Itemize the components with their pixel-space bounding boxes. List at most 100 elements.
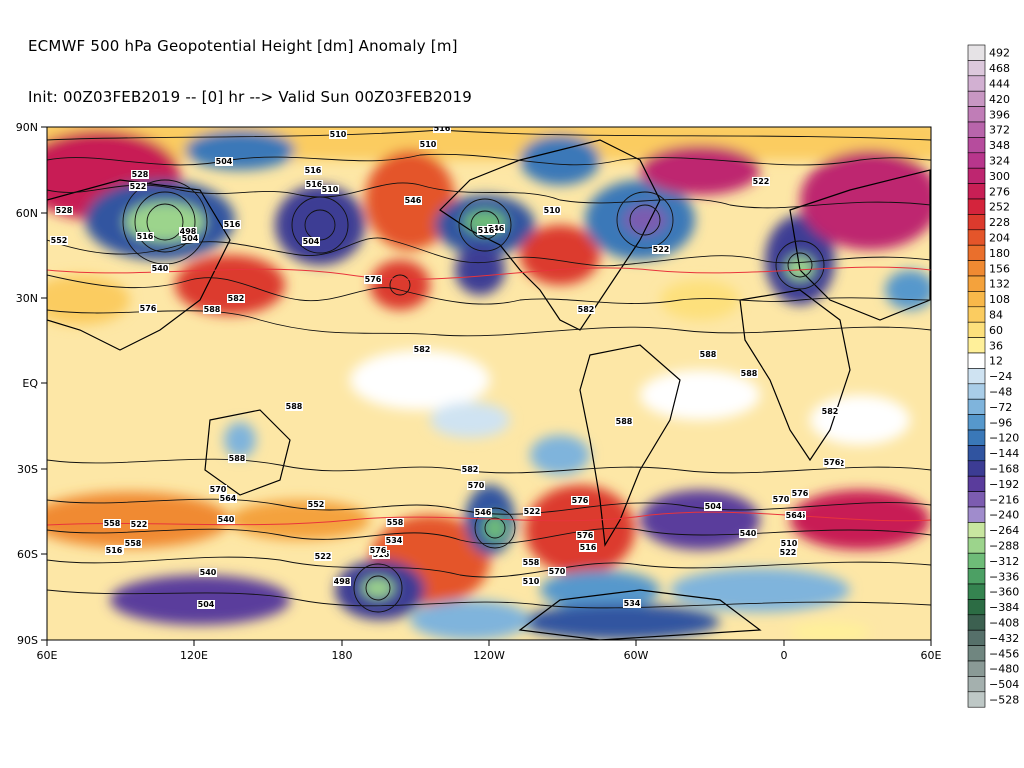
- colorbar-swatch: [967, 260, 986, 277]
- contour-label-bg: [209, 485, 227, 494]
- colorbar-label: −312: [989, 555, 1019, 568]
- colorbar-swatch: [967, 460, 986, 477]
- colorbar-label: −72: [989, 401, 1012, 414]
- colorbar-swatch: [967, 429, 986, 446]
- colorbar-label: −168: [989, 463, 1019, 476]
- contour-label-bg: [314, 552, 332, 561]
- contour-label-bg: [223, 220, 241, 229]
- colorbar-swatch: [967, 398, 986, 415]
- contour-label-bg: [577, 305, 595, 314]
- contour-label-bg: [55, 206, 73, 215]
- colorbar-label: 444: [989, 78, 1010, 91]
- contour-label: 528: [132, 170, 149, 179]
- contour-label: 588: [204, 305, 221, 314]
- contour-label: 528: [56, 206, 73, 215]
- contour-label-bg: [179, 227, 197, 236]
- colorbar-swatch: [967, 660, 986, 677]
- colorbar-swatch: [967, 75, 986, 92]
- lat-label-eq: EQ: [22, 377, 38, 390]
- contour-label-bg: [623, 599, 641, 608]
- contour-label-bg: [386, 518, 404, 527]
- contour-label: 576: [824, 458, 841, 467]
- contour-label: 510: [523, 577, 540, 586]
- colorbar-swatch: [967, 614, 986, 631]
- colorbar-swatch: [967, 599, 986, 616]
- contour-label-bg: [302, 237, 320, 246]
- colorbar-label: 276: [989, 185, 1010, 198]
- reference-contour-north: [47, 266, 931, 280]
- contour-label-bg: [151, 264, 169, 273]
- colorbar-label: −240: [989, 509, 1019, 522]
- contour-label: 510: [322, 185, 339, 194]
- contour-label-bg: [522, 577, 540, 586]
- contour-label-bg: [543, 206, 561, 215]
- colorbar-label: 348: [989, 139, 1010, 152]
- colorbar-swatch: [967, 90, 986, 107]
- colorbar-swatch: [967, 214, 986, 231]
- contour-label-bg: [821, 407, 839, 416]
- colorbar-swatch: [967, 645, 986, 662]
- lon-label-120e: 120E: [180, 649, 208, 662]
- colorbar-swatch: [967, 583, 986, 600]
- colorbar-label: 420: [989, 93, 1010, 106]
- colorbar-swatch: [967, 691, 986, 708]
- contour-label-bg: [522, 558, 540, 567]
- contour-label: 588: [229, 454, 246, 463]
- contour-label: 576: [792, 489, 809, 498]
- contour-label-bg: [419, 140, 437, 149]
- contour-label-bg: [197, 600, 215, 609]
- contour-label: 510: [420, 140, 437, 149]
- contour-label: 498: [334, 577, 351, 586]
- colorbar-swatch: [967, 506, 986, 523]
- contour-label-bg: [780, 539, 798, 548]
- lat-label-90n: 90N: [16, 121, 38, 134]
- contour-label-bg: [467, 481, 485, 490]
- contour-label-bg: [779, 548, 797, 557]
- colorbar-label: −360: [989, 586, 1019, 599]
- contour-label: 498: [180, 227, 197, 236]
- contour-label: 516: [137, 232, 154, 241]
- contour-label: 540: [152, 264, 169, 273]
- lat-label-30s: 30S: [17, 463, 38, 476]
- contour-label: 504: [705, 502, 722, 511]
- colorbar-swatch: [967, 629, 986, 646]
- colorbar-swatch: [967, 198, 986, 215]
- contour-label-bg: [791, 489, 809, 498]
- contour-label: 534: [624, 599, 641, 608]
- title-line-1: ECMWF 500 hPa Geopotential Height [dm] A…: [28, 37, 458, 55]
- colorbar-label: 396: [989, 108, 1010, 121]
- lat-label-60s: 60S: [17, 548, 38, 561]
- contour-label-bg: [385, 536, 403, 545]
- colorbar: 492 468 444 420 396 372 348 324 300 276 252 228 204 1…: [967, 44, 1019, 708]
- colorbar-swatch: [967, 352, 986, 369]
- colorbar-swatch: [967, 167, 986, 184]
- contour-label-bg: [217, 515, 235, 524]
- contour-label-bg: [50, 236, 68, 245]
- colorbar-swatch: [967, 121, 986, 138]
- contour-label: 558: [125, 539, 142, 548]
- contour-label-bg: [752, 177, 770, 186]
- colorbar-label: −408: [989, 617, 1019, 630]
- contour-label-bg: [105, 546, 123, 555]
- colorbar-label: 492: [989, 47, 1010, 60]
- contour-label-bg: [576, 531, 594, 540]
- contour-label-bg: [740, 369, 758, 378]
- contour-label-bg: [704, 502, 722, 511]
- colorbar-swatch: [967, 445, 986, 462]
- contour-label: 588: [616, 417, 633, 426]
- colorbar-label: −528: [989, 694, 1019, 707]
- colorbar-swatch: [967, 552, 986, 569]
- colorbar-label: −432: [989, 632, 1019, 645]
- colorbar-label: −24: [989, 370, 1012, 383]
- colorbar-label: 36: [989, 339, 1003, 352]
- contour-label-bg: [739, 529, 757, 538]
- contour-label-bg: [823, 458, 841, 467]
- contour-label: 516: [305, 166, 322, 175]
- contour-label: 582: [228, 294, 245, 303]
- contour-label: 522: [780, 548, 797, 557]
- colorbar-swatch: [967, 383, 986, 400]
- colorbar-swatch: [967, 475, 986, 492]
- contour-label: 576: [365, 275, 382, 284]
- contour-label-bg: [329, 130, 347, 139]
